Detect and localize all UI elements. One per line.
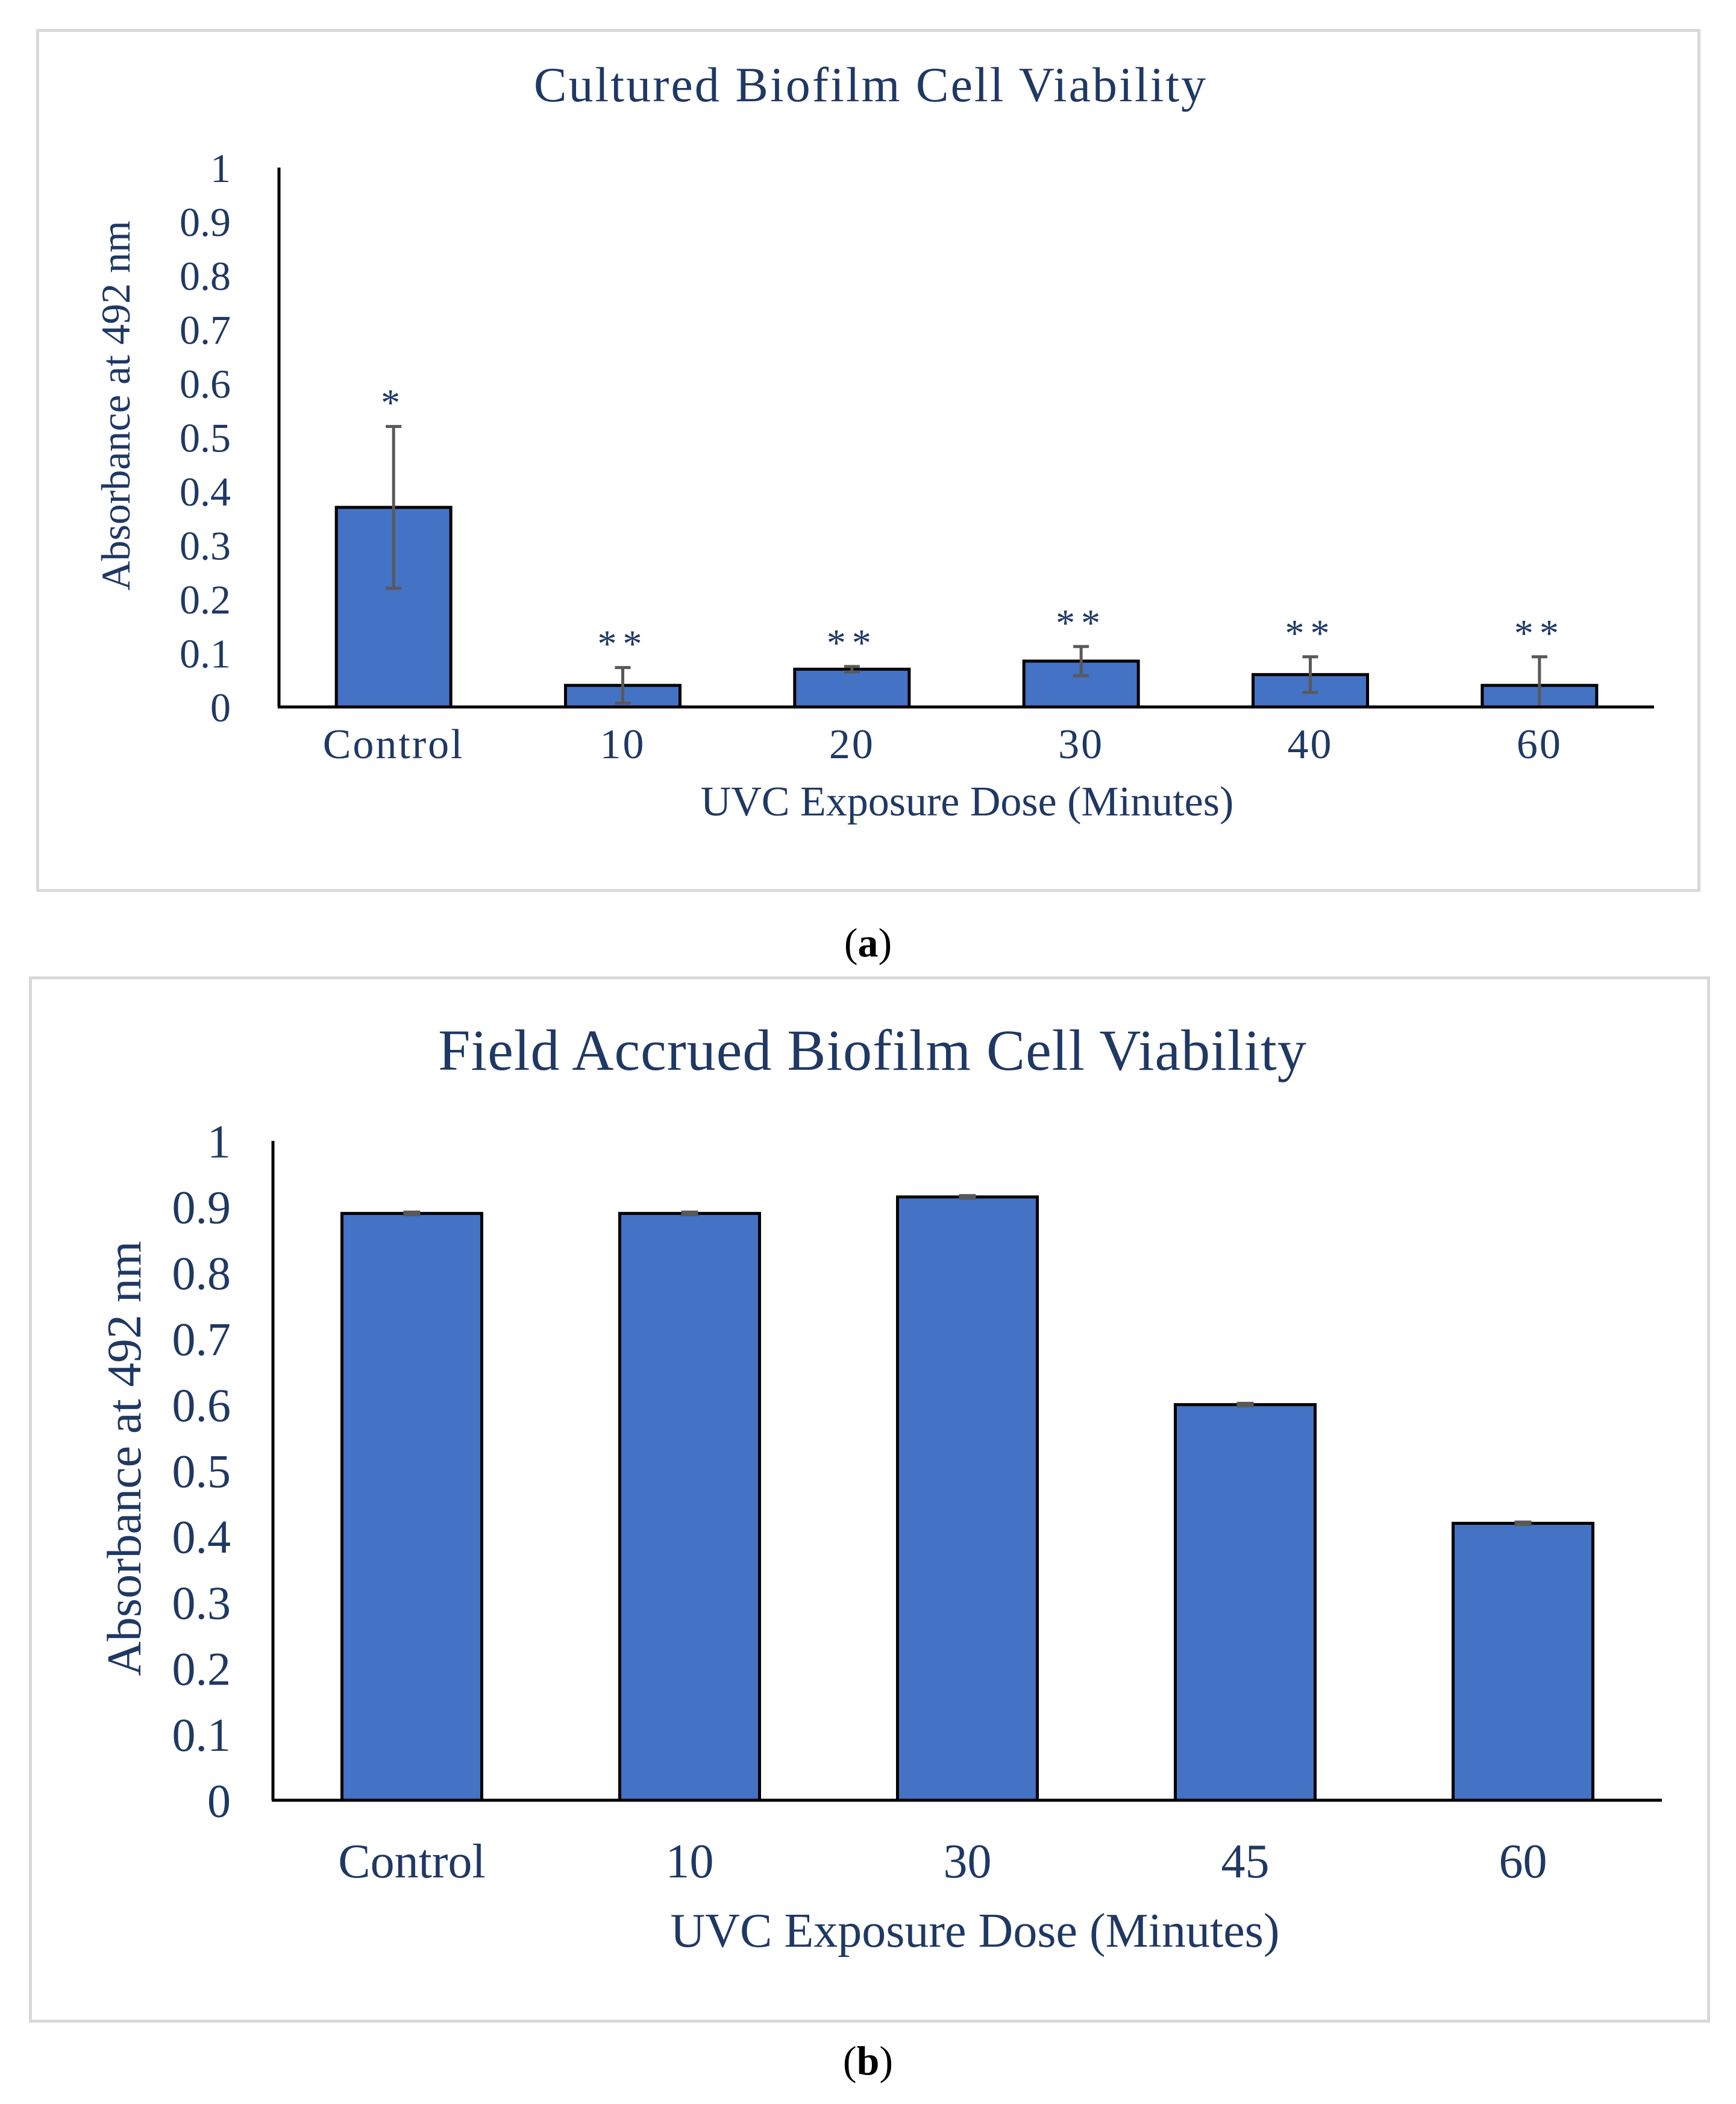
chart-b: Field Accrued Biofilm Cell Viability Abso… — [98, 1018, 1662, 1958]
y-tick-label: 0.9 — [180, 199, 231, 245]
x-category-label: 60 — [1499, 1835, 1547, 1888]
x-category-label: Control — [338, 1835, 485, 1888]
y-tick-label: 0.8 — [172, 1247, 231, 1299]
y-axis-label: Absorbance at 492 nm — [98, 1241, 151, 1676]
chart-panel-a: Cultured Biofilm Cell Viability Absorbanc… — [36, 29, 1700, 892]
y-tick-label: 0.9 — [172, 1181, 231, 1234]
significance-marker: ** — [598, 623, 648, 665]
bar-5 — [1452, 1522, 1594, 1802]
x-category-label: 10 — [666, 1835, 714, 1888]
bar-1 — [340, 1211, 483, 1802]
y-tick-label: 0.6 — [180, 361, 231, 407]
x-axis-label: UVC Exposure Dose (Minutes) — [701, 779, 1234, 825]
y-tick-label: 0.2 — [172, 1643, 231, 1695]
y-tick-label: 0.3 — [180, 523, 231, 568]
x-category-label: Control — [323, 721, 465, 768]
significance-marker: * — [381, 382, 406, 424]
caption-b: (b) — [0, 2040, 1736, 2081]
caption-a-close: ) — [878, 920, 892, 966]
y-tick-label: 0.7 — [180, 307, 231, 353]
x-axis-label: UVC Exposure Dose (Minutes) — [671, 1905, 1280, 1958]
y-tick-label: 0.5 — [180, 415, 231, 460]
x-category-label: 20 — [829, 721, 875, 768]
y-tick-label: 0.1 — [180, 630, 231, 676]
caption-b-open: ( — [842, 2038, 857, 2084]
bar-4 — [1174, 1403, 1317, 1802]
significance-marker: ** — [1514, 612, 1565, 655]
significance-marker: ** — [1285, 612, 1336, 655]
chart-panel-b: Field Accrued Biofilm Cell Viability Abso… — [29, 976, 1710, 2023]
y-tick-label: 1 — [207, 1115, 231, 1167]
y-tick-label: 0.7 — [172, 1313, 231, 1366]
caption-b-close: ) — [879, 2038, 894, 2084]
bar-2 — [618, 1211, 761, 1802]
chart-title: Field Accrued Biofilm Cell Viability — [438, 1018, 1307, 1082]
bar-3 — [793, 667, 911, 709]
y-tick-label: 0.4 — [172, 1511, 231, 1563]
y-tick-label: 0.4 — [180, 469, 231, 515]
caption-a-open: ( — [844, 920, 858, 966]
bar-3 — [896, 1195, 1039, 1802]
significance-marker: ** — [1056, 601, 1106, 644]
x-category-label: 45 — [1221, 1835, 1270, 1888]
y-tick-label: 1 — [210, 145, 231, 191]
x-category-label: 10 — [600, 721, 646, 768]
x-category-label: 30 — [1058, 721, 1104, 768]
chart-title: Cultured Biofilm Cell Viability — [534, 57, 1208, 112]
y-tick-label: 0.3 — [172, 1577, 231, 1629]
y-tick-label: 0 — [210, 685, 231, 730]
x-category-label: 40 — [1288, 721, 1333, 768]
y-tick-label: 0.5 — [172, 1445, 231, 1497]
caption-a-letter: a — [857, 920, 879, 966]
y-tick-label: 0.2 — [180, 577, 231, 623]
y-tick-label: 0.6 — [172, 1379, 231, 1431]
chart-a: Cultured Biofilm Cell Viability Absorbanc… — [93, 57, 1654, 825]
caption-a: (a) — [0, 922, 1736, 963]
significance-marker: ** — [827, 621, 877, 664]
y-axis-label: Absorbance at 492 nm — [93, 221, 139, 591]
x-category-label: 30 — [944, 1835, 992, 1888]
x-category-label: 60 — [1517, 721, 1562, 768]
y-tick-label: 0 — [207, 1774, 231, 1827]
y-tick-label: 0.8 — [180, 253, 231, 299]
caption-b-letter: b — [856, 2038, 880, 2084]
y-tick-label: 0.1 — [172, 1709, 231, 1761]
